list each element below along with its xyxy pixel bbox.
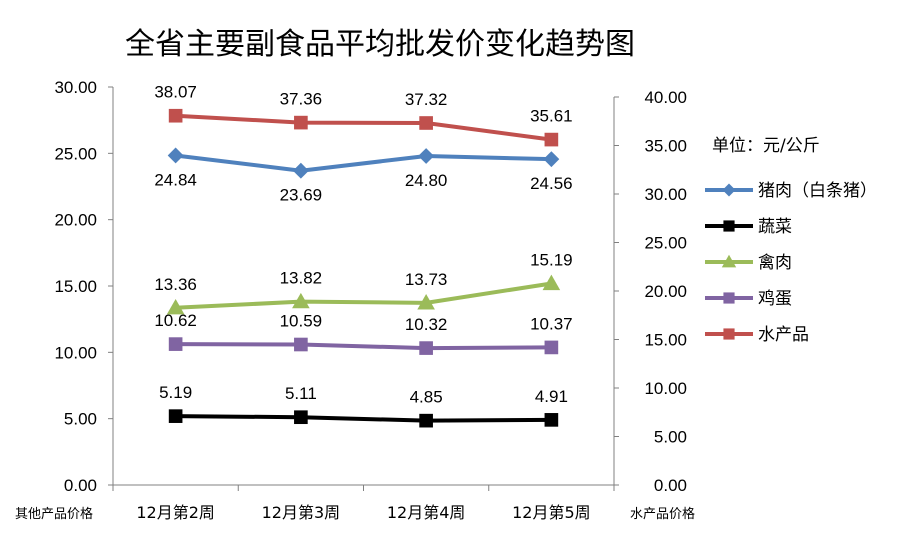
data-label: 5.11 xyxy=(285,384,317,403)
x-tick-label: 12月第3周 xyxy=(262,503,341,522)
chart-title: 全省主要副食品平均批发价变化趋势图 xyxy=(125,27,635,62)
y-left-tick-label: 0.00 xyxy=(64,476,97,495)
legend-marker xyxy=(723,328,735,340)
series-point xyxy=(294,410,308,425)
series-point xyxy=(543,151,560,168)
series-point xyxy=(168,409,183,423)
y-left-tick-label: 10.00 xyxy=(54,343,97,362)
series-point xyxy=(544,340,559,355)
legend-marker xyxy=(723,220,735,232)
legend-marker xyxy=(722,183,736,197)
series-line xyxy=(175,153,552,173)
series-point xyxy=(292,292,310,309)
series-3 xyxy=(166,274,561,315)
y-right-tick-label: 30.00 xyxy=(644,185,687,204)
y-right-tick-label: 25.00 xyxy=(644,234,687,253)
x-tick-label: 12月第4周 xyxy=(387,503,466,522)
y-left-tick-label: 20.00 xyxy=(54,211,97,230)
data-label: 24.80 xyxy=(405,171,448,190)
y-right-tick-label: 15.00 xyxy=(644,331,687,350)
y-right-axis-label: 水产品价格 xyxy=(630,506,695,522)
data-label: 10.32 xyxy=(405,315,448,334)
data-label: 35.61 xyxy=(530,107,573,126)
data-label: 5.19 xyxy=(159,383,192,402)
legend-marker xyxy=(721,254,737,268)
y-left-tick-label: 30.00 xyxy=(54,78,97,97)
data-label: 10.37 xyxy=(530,314,573,333)
y-left-tick-label: 5.00 xyxy=(64,410,97,429)
y-right-tick-label: 5.00 xyxy=(654,428,687,447)
legend-label: 猪肉（白条猪） xyxy=(758,181,877,201)
data-label: 13.73 xyxy=(405,270,448,289)
series-layer xyxy=(166,108,561,428)
legend-item: 猪肉（白条猪） xyxy=(705,181,877,201)
legend-label: 禽肉 xyxy=(758,253,792,273)
series-5 xyxy=(168,108,559,147)
y-left-axis-label: 其他产品价格 xyxy=(15,506,93,522)
data-label: 4.85 xyxy=(410,388,443,407)
series-point xyxy=(167,147,184,164)
data-labels: 24.84 23.69 24.80 24.56 5.19 5.11 4.85 4.91 13.3… xyxy=(154,83,572,407)
series-point xyxy=(168,108,183,123)
legend-item: 水产品 xyxy=(705,325,809,345)
series-point xyxy=(542,274,561,291)
legend-item: 蔬菜 xyxy=(705,217,792,237)
series-line xyxy=(175,342,552,351)
y-right-tick-label: 0.00 xyxy=(654,476,687,495)
data-label: 10.59 xyxy=(280,312,323,331)
legend-marker xyxy=(723,292,735,304)
series-point xyxy=(292,162,309,179)
legend-label: 水产品 xyxy=(758,325,809,345)
data-label: 37.32 xyxy=(405,90,448,109)
series-2 xyxy=(168,409,559,428)
y-right-tick-label: 35.00 xyxy=(644,137,687,156)
series-point xyxy=(417,294,435,310)
data-label: 38.07 xyxy=(154,83,197,102)
series-point xyxy=(294,337,308,352)
axes: 0.00 5.00 10.00 15.00 20.00 25.00 30.00 0.00 5.0… xyxy=(15,78,695,522)
series-point xyxy=(418,148,435,164)
y-right-tick-label: 20.00 xyxy=(644,282,687,301)
data-label: 13.82 xyxy=(280,269,323,288)
y-right-tick-label: 40.00 xyxy=(644,88,687,107)
series-4 xyxy=(168,337,559,355)
data-label: 4.91 xyxy=(535,387,568,406)
legend-label: 蔬菜 xyxy=(758,217,792,237)
y-left-tick-label: 25.00 xyxy=(54,144,97,163)
series-point xyxy=(294,115,308,130)
legend-item: 鸡蛋 xyxy=(705,289,792,309)
series-line xyxy=(175,414,552,423)
legend-item: 禽肉 xyxy=(705,253,792,273)
series-point xyxy=(419,341,433,355)
series-1 xyxy=(167,147,560,179)
series-point xyxy=(419,413,433,428)
unit-label: 单位：元/公斤 xyxy=(712,136,820,156)
series-point xyxy=(419,116,433,130)
data-label: 13.36 xyxy=(154,275,197,294)
legend-label: 鸡蛋 xyxy=(758,289,792,309)
data-label: 24.56 xyxy=(530,174,573,193)
series-line xyxy=(175,113,552,142)
data-label: 23.69 xyxy=(280,186,323,205)
data-label: 24.84 xyxy=(154,170,197,189)
data-label: 15.19 xyxy=(530,250,573,269)
series-point xyxy=(544,413,559,427)
x-tick-label: 12月第5周 xyxy=(512,503,591,522)
series-point xyxy=(166,298,185,315)
y-right-tick-label: 10.00 xyxy=(644,379,687,398)
data-label: 10.62 xyxy=(154,311,197,330)
x-tick-label: 12月第2周 xyxy=(136,503,215,522)
series-point xyxy=(544,132,559,147)
data-label: 37.36 xyxy=(280,90,323,109)
series-line xyxy=(175,281,552,310)
series-point xyxy=(168,337,183,351)
y-left-tick-label: 15.00 xyxy=(54,277,97,296)
